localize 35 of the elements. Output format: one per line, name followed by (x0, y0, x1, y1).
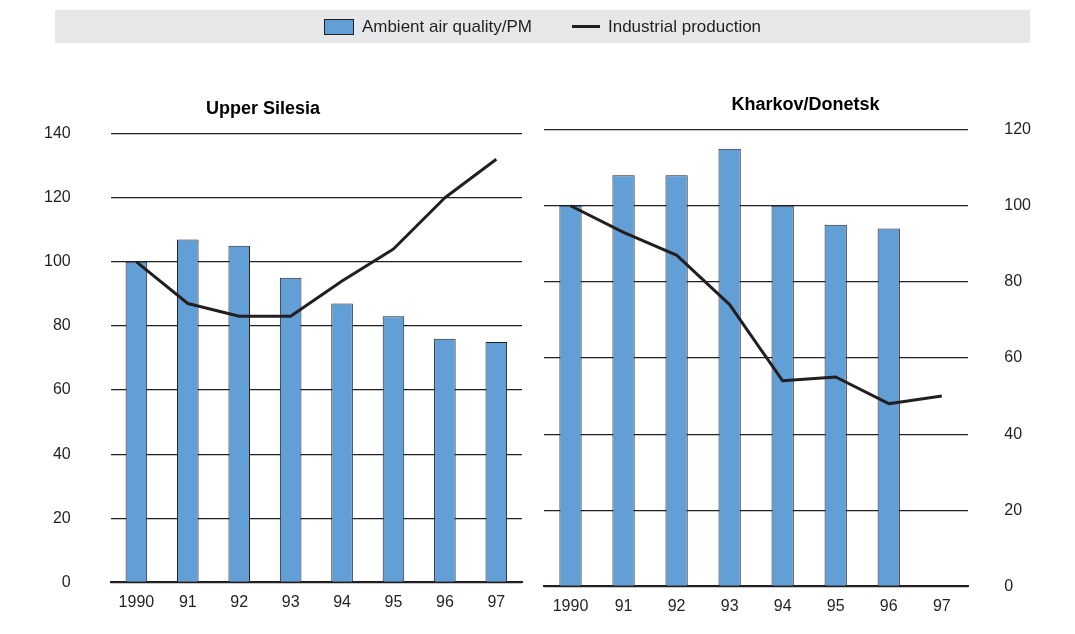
x-tick-label: 91 (178, 593, 197, 611)
chart-title: Upper Silesia (205, 97, 322, 118)
x-tick-label: 94 (333, 593, 352, 611)
y2-tick-label: 20 (1004, 500, 1023, 518)
x-tick-label: 93 (720, 597, 739, 615)
legend-label: Ambient air quality/PM (361, 16, 532, 37)
x-tick-label: 92 (667, 597, 686, 615)
y-tick-label: 0 (61, 572, 71, 590)
y2-tick-label: 0 (1004, 576, 1014, 594)
y2-tick-label: 100 (1004, 196, 1032, 214)
x-tick-label: 95 (384, 593, 403, 611)
y-tick-label: 120 (43, 188, 71, 206)
x-tick-label: 95 (826, 597, 845, 615)
chart-title: Kharkov/Donetsk (731, 93, 881, 114)
y-tick-label: 40 (52, 444, 71, 462)
y-tick-label: 140 (43, 124, 71, 142)
x-tick-label: 1990 (552, 597, 589, 615)
y-tick-label: 80 (52, 316, 71, 334)
x-tick-label: 94 (773, 597, 792, 615)
y2-tick-label: 80 (1004, 272, 1023, 290)
x-tick-label: 92 (230, 593, 249, 611)
legend-label: Industrial production (607, 16, 762, 37)
y-tick-label: 60 (52, 380, 71, 398)
y2-tick-label: 60 (1004, 348, 1023, 366)
x-tick-label: 97 (932, 597, 951, 615)
x-tick-label: 93 (281, 593, 300, 611)
y2-tick-label: 120 (1004, 120, 1032, 138)
x-tick-label: 1990 (118, 593, 155, 611)
y-tick-label: 100 (43, 252, 71, 270)
y2-tick-label: 40 (1004, 424, 1023, 442)
x-tick-label: 96 (435, 593, 454, 611)
x-tick-label: 96 (879, 597, 898, 615)
x-tick-label: 91 (614, 597, 633, 615)
y-tick-label: 20 (52, 508, 71, 526)
x-tick-label: 97 (487, 593, 506, 611)
